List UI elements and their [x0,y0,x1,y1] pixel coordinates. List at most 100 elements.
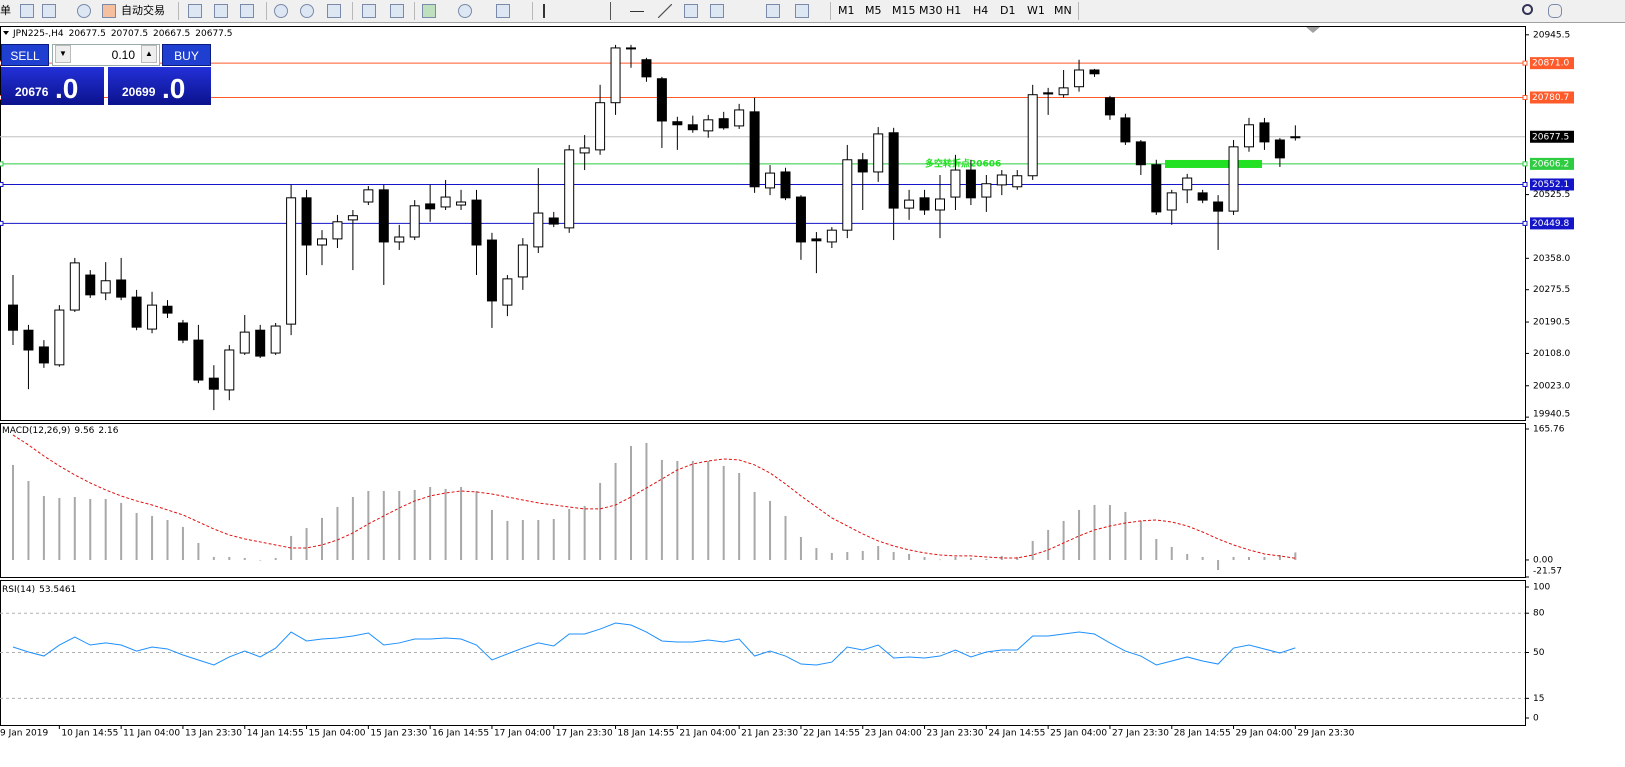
macd-bar [1062,520,1065,560]
x-tick-label: 28 Jan 14:55 [1174,729,1231,739]
toolbar-icon[interactable] [684,4,698,18]
macd-bar [305,527,308,560]
toolbar-icon[interactable] [274,4,288,18]
macd-bar [89,498,92,560]
y-tick-label: 0.00 [1533,555,1553,565]
x-tick-label: 17 Jan 04:00 [494,729,551,739]
x-tick-label: 21 Jan 04:00 [679,729,736,739]
separator [1078,2,1079,20]
macd-bar [738,472,741,560]
timeframe-button[interactable]: H4 [973,4,989,17]
macd-bar [351,496,354,560]
candle-body [301,197,312,246]
y-tick-label: 0 [1533,714,1539,724]
chat-icon[interactable] [1548,4,1562,18]
level-label: 20780.7 [1532,93,1569,103]
timeframe-button[interactable]: D1 [1000,4,1016,17]
menu-item[interactable]: 单 [0,4,11,17]
candle-body [100,280,111,294]
macd-bar [583,505,586,560]
toolbar-icon[interactable] [496,4,510,18]
macd-bar [660,459,663,560]
candle-body [116,279,127,298]
candle-body [131,296,142,328]
macd-bar [166,519,169,560]
toolbar-icon[interactable] [102,4,116,18]
toolbar-icon[interactable] [188,4,202,18]
timeframe-button[interactable]: W1 [1027,4,1045,17]
toolbar-icon[interactable] [300,4,314,18]
timeframe-button[interactable]: M1 [838,4,855,17]
x-tick-label: 23 Jan 23:30 [927,729,984,739]
y-tick-label: 80 [1533,609,1545,619]
candle-body [363,189,374,203]
toolbar-icon[interactable] [214,4,228,18]
macd-bar [923,556,926,560]
toolbar-icon[interactable] [658,4,672,18]
macd-bar [120,502,123,560]
toolbar-icon[interactable] [766,4,780,18]
candle-body [935,198,945,211]
ask-price[interactable]: 20699 .0 [108,67,211,105]
toolbar-icon[interactable] [327,4,341,18]
macd-bar [630,445,632,560]
x-tick-label: 17 Jan 23:30 [556,729,613,739]
timeframe-button[interactable]: M5 [865,4,882,17]
macd-bar [460,486,463,560]
x-tick-label: 22 Jan 14:55 [803,729,860,739]
macd-bar [243,557,246,560]
timeframe-button[interactable]: MN [1054,4,1072,17]
candle-body [1151,164,1162,213]
ask-main: 20699 [122,85,156,99]
candle-body [486,239,497,302]
toolbar-icon[interactable] [710,4,724,18]
search-icon[interactable] [1522,4,1533,15]
separator [178,2,179,20]
macd-bar [599,482,602,560]
toolbar-icon[interactable] [42,4,56,18]
macd-bar [42,495,45,560]
bid-price[interactable]: 20676 .0 [1,67,104,105]
toolbar-icon[interactable] [458,4,472,18]
macd-bar [1201,556,1204,560]
toolbar-icon[interactable] [20,4,34,18]
timeframe-button[interactable]: M15 [892,4,916,17]
toolbar-icon[interactable] [422,4,436,18]
separator [830,2,831,20]
toolbar-icon[interactable] [240,4,254,18]
lot-decrease[interactable]: ▼ [55,45,71,63]
macd-bar [1078,509,1081,560]
candle-body [1213,201,1224,212]
candle-body [672,121,683,126]
lot-increase[interactable]: ▲ [141,45,157,63]
sell-button[interactable]: SELL [1,44,49,66]
one-click-trading-panel: SELL 0.10 ▼ ▲ BUY 20676 .0 20699 .0 [0,43,212,106]
macd-bar [846,551,849,560]
toolbar-icon[interactable] [390,4,404,18]
toolbar-icon[interactable] [795,4,809,18]
level-label-box [1530,57,1574,70]
candle-body [842,159,853,231]
lot-input[interactable]: 0.10 [52,44,160,66]
toolbar-icon[interactable] [630,4,644,12]
timeframe-button[interactable]: H1 [946,4,962,17]
candle-body [579,147,590,154]
macd-bar [552,518,555,560]
candle-body [8,304,18,331]
buy-button[interactable]: BUY [162,44,211,66]
macd-bar [1263,556,1266,560]
macd-bar [1016,556,1019,560]
toolbar-icon[interactable] [610,2,611,20]
macd-bar [877,545,880,560]
level-label: 20449.8 [1532,219,1569,229]
toolbar-icon[interactable] [543,4,557,18]
timeframe-button[interactable]: M30 [919,4,943,17]
x-tick-label: 29 Jan 04:00 [1236,729,1293,739]
indicator-name: RSI(14) [2,585,35,595]
toolbar-icon[interactable] [77,4,91,18]
level-handle [1522,181,1528,187]
toolbar-icon[interactable] [362,4,376,18]
level-handle [0,161,4,167]
auto-trading-button[interactable]: 自动交易 [121,4,165,17]
macd-bar [12,464,14,560]
